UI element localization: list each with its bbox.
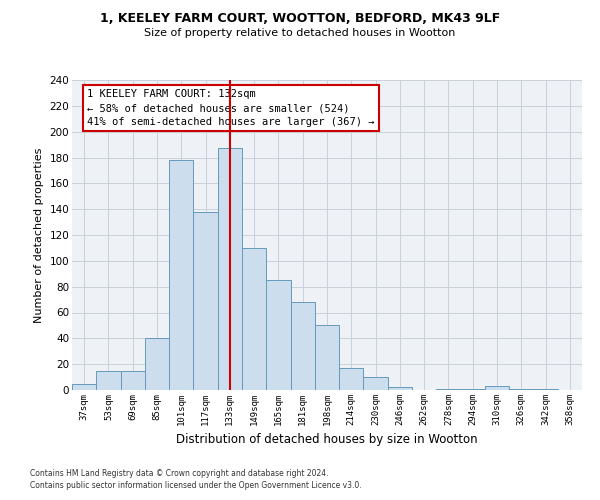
Bar <box>72 384 96 390</box>
Bar <box>364 377 388 390</box>
Bar <box>339 368 364 390</box>
Bar <box>266 280 290 390</box>
Bar <box>315 326 339 390</box>
Bar <box>290 302 315 390</box>
Bar <box>509 388 533 390</box>
Bar <box>533 388 558 390</box>
Text: Contains public sector information licensed under the Open Government Licence v3: Contains public sector information licen… <box>30 481 362 490</box>
X-axis label: Distribution of detached houses by size in Wootton: Distribution of detached houses by size … <box>176 434 478 446</box>
Text: 1, KEELEY FARM COURT, WOOTTON, BEDFORD, MK43 9LF: 1, KEELEY FARM COURT, WOOTTON, BEDFORD, … <box>100 12 500 26</box>
Text: Contains HM Land Registry data © Crown copyright and database right 2024.: Contains HM Land Registry data © Crown c… <box>30 468 329 477</box>
Bar <box>242 248 266 390</box>
Y-axis label: Number of detached properties: Number of detached properties <box>34 148 44 322</box>
Bar <box>121 370 145 390</box>
Bar <box>485 386 509 390</box>
Bar <box>461 388 485 390</box>
Bar <box>169 160 193 390</box>
Bar <box>193 212 218 390</box>
Bar <box>96 370 121 390</box>
Bar <box>145 338 169 390</box>
Bar <box>388 388 412 390</box>
Bar <box>218 148 242 390</box>
Bar <box>436 388 461 390</box>
Text: 1 KEELEY FARM COURT: 132sqm
← 58% of detached houses are smaller (524)
41% of se: 1 KEELEY FARM COURT: 132sqm ← 58% of det… <box>88 90 375 128</box>
Text: Size of property relative to detached houses in Wootton: Size of property relative to detached ho… <box>145 28 455 38</box>
